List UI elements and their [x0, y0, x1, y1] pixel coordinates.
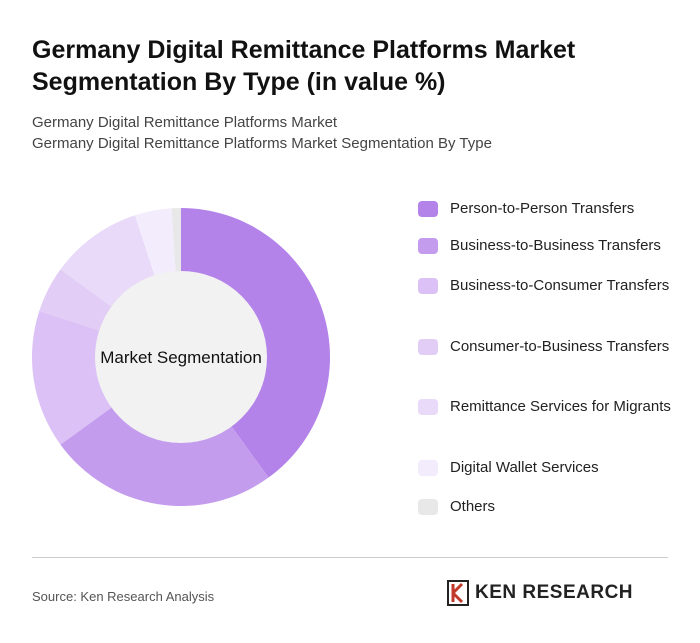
center-label: Market Segmentation — [100, 348, 262, 367]
legend-item: Business-to-Business Transfers — [418, 235, 680, 257]
legend-swatch — [418, 460, 438, 476]
legend-swatch — [418, 339, 438, 355]
donut-center — [95, 271, 267, 443]
subtitle-segmentation: Germany Digital Remittance Platforms Mar… — [32, 135, 492, 152]
legend-item: Others — [418, 496, 680, 518]
legend-label: Others — [450, 498, 496, 515]
legend-swatch — [418, 399, 438, 415]
logo-mark-icon — [447, 580, 469, 606]
legend-label: Consumer-to-Business Transfers — [450, 338, 670, 355]
legend-item: Person-to-Person Transfers — [418, 198, 680, 220]
legend-item: Consumer-to-Business Transfers — [418, 336, 680, 358]
logo-text: KEN RESEARCH — [475, 582, 634, 603]
legend-swatch — [418, 499, 438, 515]
legend-label: Digital Wallet Services — [450, 459, 599, 476]
chart-title: Germany Digital Remittance Platforms Mar… — [32, 36, 576, 96]
divider — [32, 557, 668, 558]
legend-label: Business-to-Consumer Transfers — [450, 277, 670, 294]
legend-swatch — [418, 201, 438, 217]
legend-swatch — [418, 238, 438, 254]
ken-research-logo: KEN RESEARCH — [447, 580, 633, 606]
legend-item: Remittance Services for Migrants — [418, 396, 680, 418]
subtitle-market: Germany Digital Remittance Platforms Mar… — [32, 114, 338, 131]
legend-label: Person-to-Person Transfers — [450, 200, 635, 217]
legend-swatch — [418, 278, 438, 294]
legend-item: Business-to-Consumer Transfers — [418, 275, 680, 297]
legend-label: Business-to-Business Transfers — [450, 237, 661, 254]
legend-item: Digital Wallet Services — [418, 457, 680, 479]
legend-label: Remittance Services for Migrants — [450, 398, 671, 415]
source-note: Source: Ken Research Analysis — [32, 589, 215, 604]
